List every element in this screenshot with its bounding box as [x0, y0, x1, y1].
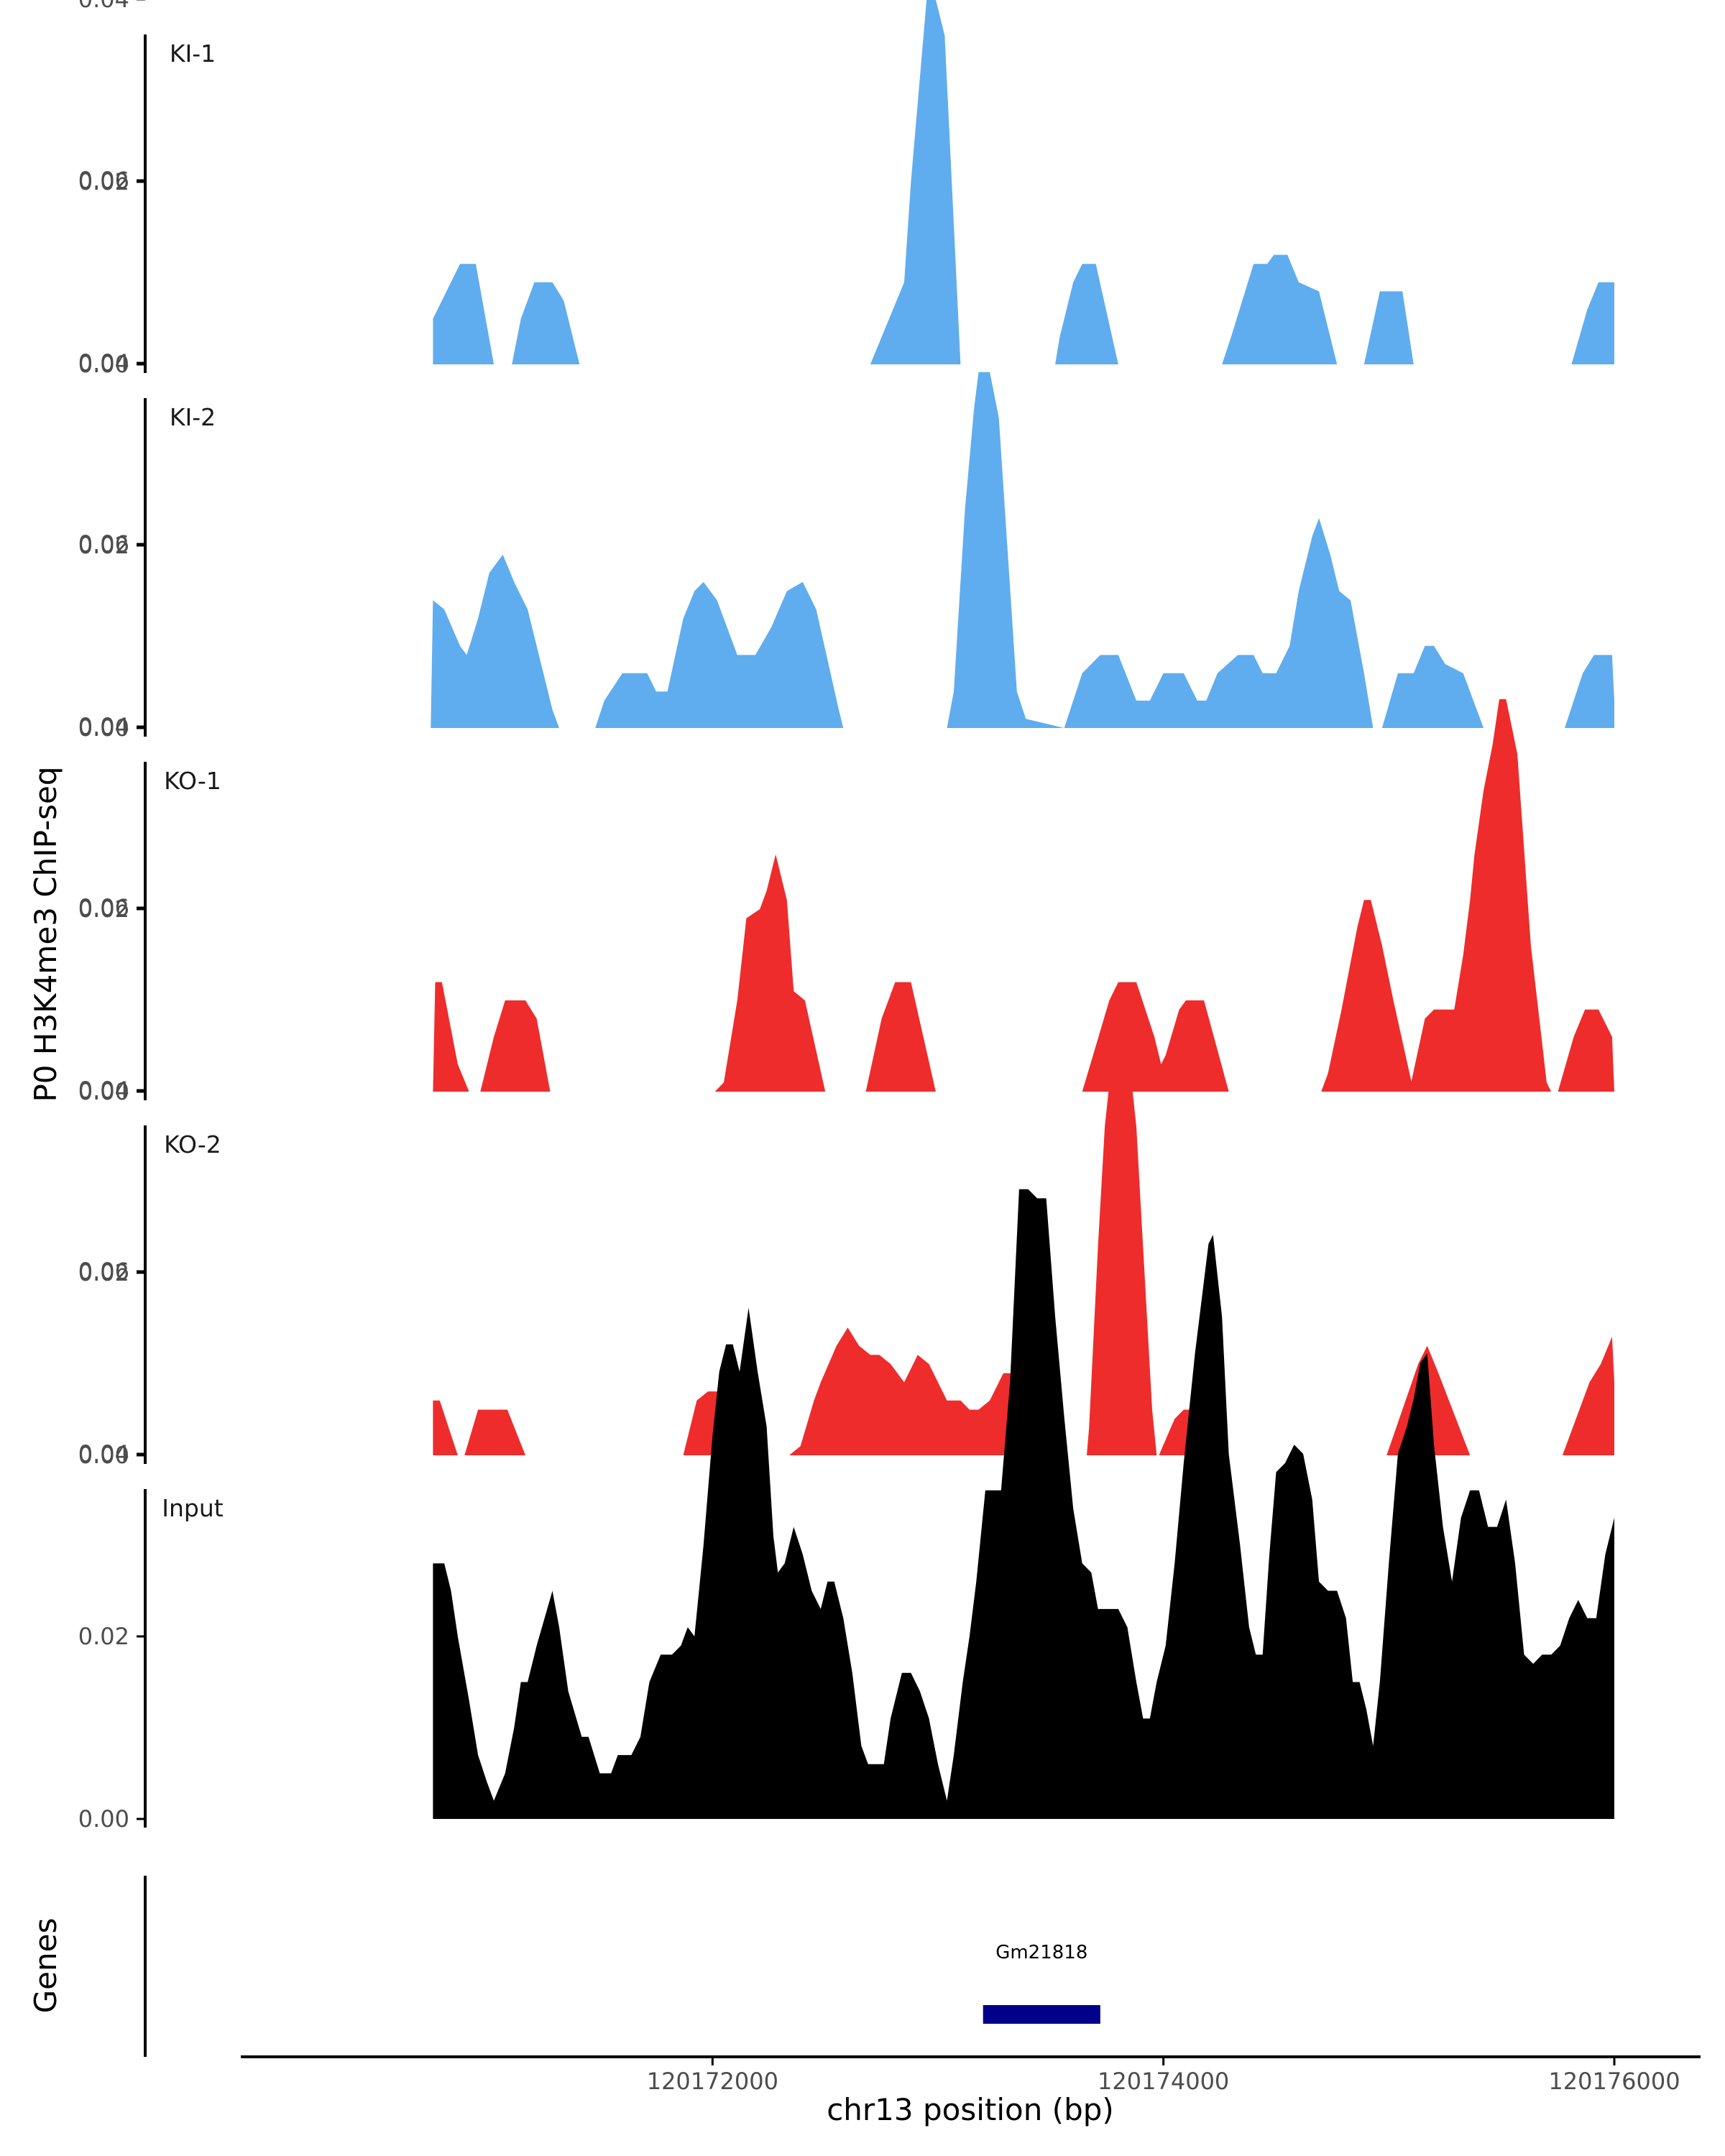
- track-ko-1: 0.00 0.02 0.04 0.06 KO-1: [78, 530, 1614, 1105]
- x-tick-label: 120172000: [647, 2068, 778, 2095]
- y-tick-label: 0.06: [78, 1258, 129, 1285]
- gene-gm21818: Gm21818: [983, 1942, 1100, 2024]
- track-label-input: Input: [162, 1494, 224, 1522]
- y-tick-label: 0.00: [78, 351, 129, 378]
- y-tick-label: 0.04: [78, 349, 129, 377]
- x-axis-title: chr13 position (bp): [827, 2092, 1114, 2127]
- y-tick-label: 0.04: [78, 1077, 129, 1104]
- tracks-layer: 0.00 0.02 0.04 0.06 KI-1 0.00 0.02 0.04 0.06 KI-2…: [78, 0, 1614, 1833]
- y-tick-label: 0.02: [78, 895, 129, 923]
- track-label-ki-2: KI-2: [170, 403, 216, 431]
- track-ko-2: 0.00 0.02 0.04 0.06 KO-2: [78, 894, 1614, 1469]
- track-ki-2: 0.00 0.02 0.04 0.06 KI-2: [78, 167, 1614, 742]
- gene-body: [983, 2005, 1100, 2024]
- gene-label: Gm21818: [995, 1942, 1087, 1963]
- signal-area-ki-2: [431, 372, 1614, 728]
- genes-panel-title: Genes: [28, 1918, 63, 2014]
- x-tick-label: 120174000: [1098, 2068, 1229, 2095]
- y-tick-label: 0.02: [78, 1623, 129, 1650]
- y-tick-label: 0.00: [78, 1442, 129, 1469]
- track-label-ko-2: KO-2: [164, 1130, 221, 1158]
- x-tick-label: 120176000: [1548, 2068, 1680, 2095]
- y-tick-label: 0.02: [78, 168, 129, 195]
- y-axis-title: P0 H3K4me3 ChIP-seq: [28, 766, 63, 1102]
- y-tick-label: 0.06: [78, 894, 129, 921]
- track-label-ko-1: KO-1: [164, 767, 221, 795]
- track-label-ki-1: KI-1: [170, 40, 216, 68]
- genes-layer: Gm21818: [983, 1942, 1100, 2024]
- y-tick-label: 0.06: [78, 530, 129, 558]
- gene-strand-arrow: [985, 2007, 995, 2022]
- y-tick-label: 0.02: [78, 532, 129, 559]
- signal-area-input: [433, 1189, 1614, 1819]
- x-ticks-layer: 120172000 120174000 120176000: [647, 2057, 1680, 2095]
- y-tick-label: 0.02: [78, 1259, 129, 1286]
- y-tick-label: 0.00: [78, 1805, 129, 1833]
- signal-area-ko-1: [433, 699, 1614, 1092]
- track-input: 0.00 0.02 0.04 0.06 Input: [78, 1189, 1614, 1833]
- signal-area-ki-1: [433, 0, 1614, 364]
- y-tick-label: 0.04: [78, 1440, 129, 1468]
- y-tick-label: 0.00: [78, 714, 129, 742]
- y-tick-label: 0.06: [78, 167, 129, 194]
- track-ki-1: 0.00 0.02 0.04 0.06 KI-1: [78, 0, 1614, 378]
- y-tick-label: 0.00: [78, 1078, 129, 1105]
- y-tick-label: 0.04: [78, 0, 129, 13]
- y-tick-label: 0.04: [78, 713, 129, 740]
